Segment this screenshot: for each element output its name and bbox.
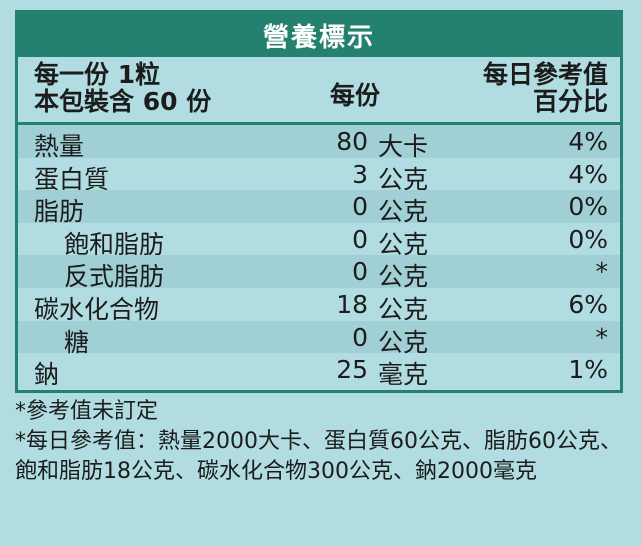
footnote-not-established: *參考值未訂定 [15, 399, 159, 424]
nutrient-amount: 0 [352, 257, 368, 287]
nutrient-unit: 公克 [378, 327, 429, 357]
per-serving-heading: 每份 [330, 81, 381, 110]
nutrient-daily-value: 0% [568, 192, 608, 222]
nutrient-unit: 公克 [378, 294, 429, 324]
nutrient-unit: 公克 [378, 164, 429, 194]
nutrient-amount: 25 [336, 355, 368, 385]
nutrient-daily-value: 0% [568, 224, 608, 254]
servings-per-package: 本包裝含 60 份 [34, 87, 212, 116]
nutrient-name: 鈉 [34, 360, 60, 390]
nutrient-row: 鈉 25 毫克 1% [18, 353, 620, 389]
nutrient-name: 糖 [64, 327, 90, 357]
nutrition-label: 營養標示 每一份 1粒 本包裝含 60 份 每份 每日參考值 百分比 熱量 80… [15, 10, 623, 393]
nutrient-row: 反式脂肪 0 公克 * [18, 255, 620, 291]
serving-info: 每一份 1粒 本包裝含 60 份 [34, 61, 211, 115]
nutrient-name: 蛋白質 [34, 164, 110, 194]
nutrient-amount: 0 [352, 224, 368, 254]
nutrient-name: 熱量 [34, 132, 85, 161]
nutrient-name: 飽和脂肪 [64, 229, 165, 259]
nutrient-amount: 3 [352, 159, 368, 189]
nutrient-daily-value: 4% [568, 127, 608, 156]
serving-size: 每一份 1粒 [34, 60, 161, 89]
nutrient-daily-value: * [595, 322, 609, 352]
label-header: 每一份 1粒 本包裝含 60 份 每份 每日參考值 百分比 [18, 57, 620, 125]
nutrient-daily-value: 1% [568, 355, 608, 385]
nutrient-daily-value: 6% [568, 289, 608, 319]
nutrient-unit: 大卡 [378, 132, 429, 161]
nutrient-amount: 0 [352, 192, 368, 222]
footnotes: *參考值未訂定 *每日參考值：熱量2000大卡、蛋白質60公克、脂肪60公克、飽… [15, 397, 630, 487]
nutrient-amount: 18 [336, 289, 368, 319]
nutrient-unit: 毫克 [378, 360, 429, 390]
label-title: 營養標示 [18, 13, 620, 57]
nutrient-name: 碳水化合物 [34, 294, 160, 324]
daily-value-heading-line1: 每日參考值 [482, 60, 608, 89]
daily-value-heading-line2: 百分比 [532, 87, 608, 116]
footnote-daily-reference: *每日參考值：熱量2000大卡、蛋白質60公克、脂肪60公克、飽和脂肪18公克、… [15, 429, 622, 484]
nutrient-unit: 公克 [378, 262, 429, 292]
nutrient-name: 反式脂肪 [64, 262, 165, 292]
nutrient-row: 糖 0 公克 * [18, 320, 620, 357]
nutrient-row: 碳水化合物 18 公克 6% [18, 288, 620, 324]
nutrient-row: 熱量 80 大卡 4% [18, 125, 620, 161]
nutrient-amount: 80 [336, 127, 368, 156]
nutrient-name: 脂肪 [34, 197, 85, 227]
nutrient-row: 蛋白質 3 公克 4% [18, 158, 620, 194]
nutrient-unit: 公克 [378, 197, 429, 227]
nutrient-row: 飽和脂肪 0 公克 0% [18, 223, 620, 259]
daily-value-heading: 每日參考值 百分比 [483, 61, 608, 115]
nutrient-unit: 公克 [378, 229, 429, 259]
nutrient-daily-value: 4% [568, 159, 608, 189]
nutrient-daily-value: * [595, 257, 609, 287]
nutrient-amount: 0 [352, 322, 368, 352]
nutrient-row: 脂肪 0 公克 0% [18, 190, 620, 226]
nutrient-table: 熱量 80 大卡 4% 蛋白質 3 公克 4% 脂肪 0 公克 0% 飽和脂肪 … [18, 125, 620, 389]
